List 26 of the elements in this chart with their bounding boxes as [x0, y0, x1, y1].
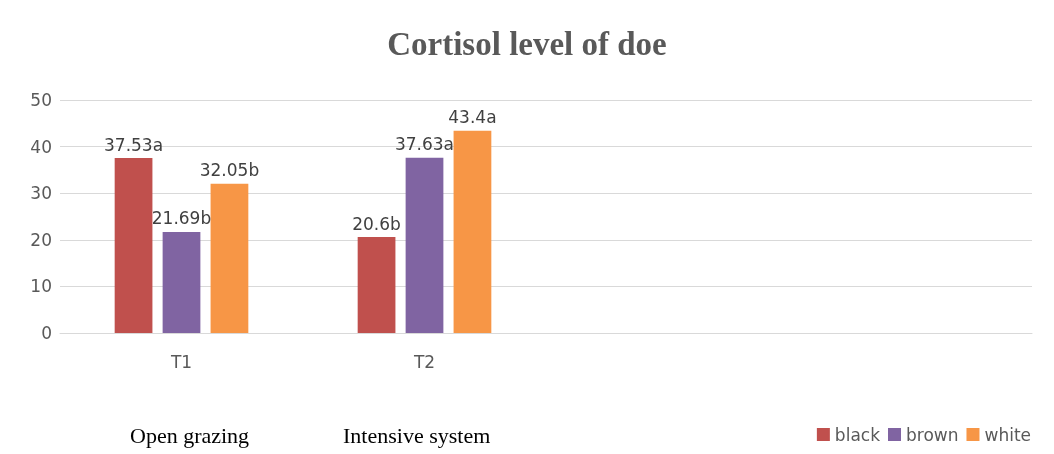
bar [405, 157, 444, 333]
data-label: 32.05b [199, 160, 260, 181]
bar [357, 237, 396, 333]
data-label: 37.63a [394, 134, 455, 155]
legend-label: white [984, 424, 1032, 445]
y-tick-label: 50 [30, 90, 52, 110]
data-label: 37.53a [104, 134, 164, 155]
y-tick-label: 20 [30, 229, 52, 250]
y-tick-label: 40 [30, 136, 52, 157]
data-label: 43.4a [448, 107, 497, 128]
legend-label: brown [905, 424, 959, 445]
bar [453, 130, 492, 333]
x-tick-label: T1 [169, 351, 193, 372]
bar [162, 231, 201, 333]
x-tick-label: T2 [412, 351, 436, 372]
text: Open grazing [130, 422, 250, 448]
legend-label: black [834, 424, 881, 445]
y-tick-label: 10 [30, 276, 52, 297]
bar [210, 183, 249, 333]
y-tick-label: 30 [30, 183, 52, 204]
text: Intensive system [343, 422, 491, 448]
chart-title: Cortisol level of doe [387, 25, 667, 62]
data-label: 20.6b [352, 213, 401, 234]
y-tick-label: 0 [41, 323, 52, 343]
data-label: 21.69b [151, 208, 212, 229]
bar [114, 158, 153, 333]
